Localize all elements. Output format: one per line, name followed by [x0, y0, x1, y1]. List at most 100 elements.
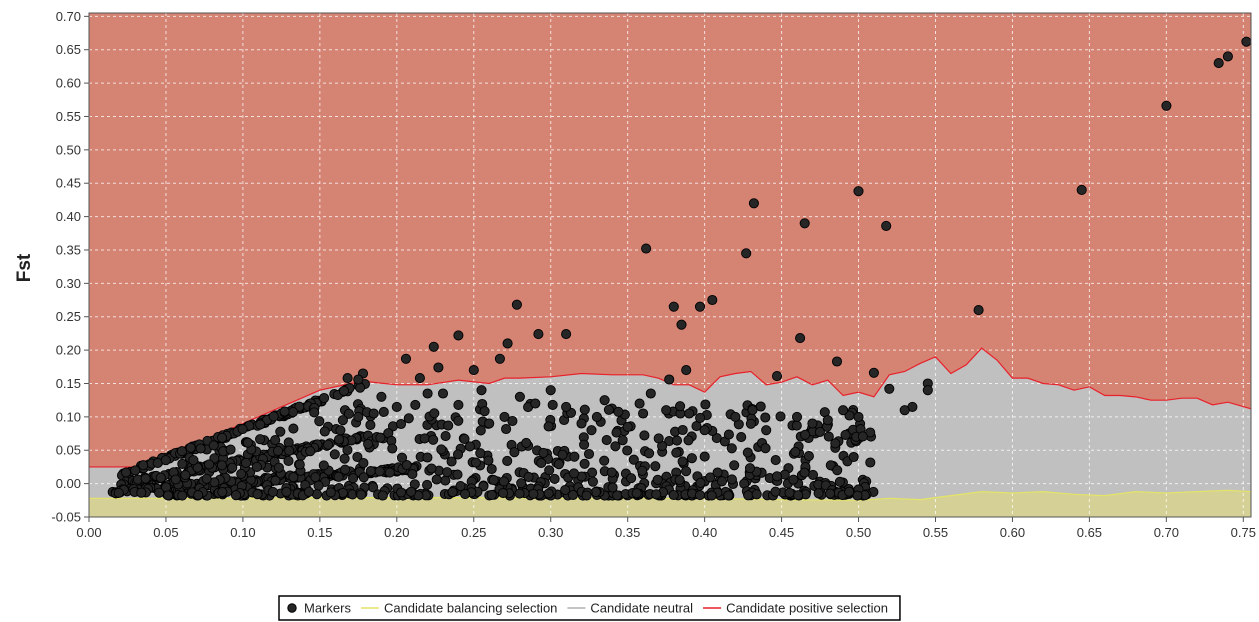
marker-point [650, 461, 661, 472]
marker-point [683, 435, 694, 446]
marker-point [177, 458, 188, 469]
marker-point [561, 329, 572, 340]
marker-point [396, 487, 407, 498]
marker-point [475, 448, 486, 459]
y-tick-label: 0.00 [56, 476, 81, 491]
marker-point [705, 472, 716, 483]
marker-point [674, 474, 685, 486]
marker-point [287, 407, 299, 418]
marker-point [644, 448, 655, 459]
marker-point [684, 408, 695, 419]
marker-point [521, 437, 532, 448]
plot-frame [88, 12, 1252, 518]
marker-point [853, 186, 864, 197]
marker-point [676, 319, 687, 330]
marker-point [549, 473, 560, 484]
marker-point [868, 367, 879, 378]
marker-point [436, 444, 447, 455]
marker-point [568, 468, 580, 479]
marker-point [138, 460, 149, 471]
marker-point [569, 451, 580, 462]
marker-point [729, 460, 740, 471]
marker-point [973, 305, 984, 316]
y-tick-label: 0.70 [56, 9, 81, 24]
marker-point [446, 456, 457, 467]
marker-point [579, 404, 590, 415]
marker-point [400, 353, 412, 364]
marker-point [800, 429, 811, 440]
marker-point [857, 431, 868, 442]
marker-point [468, 365, 479, 376]
marker-point [576, 418, 587, 429]
marker-point [799, 467, 810, 478]
marker-point [177, 490, 188, 501]
marker-point [631, 488, 642, 499]
legend-label: Candidate neutral [590, 601, 693, 616]
y-tick-label: 0.45 [56, 176, 81, 191]
x-tick-label: 0.40 [692, 525, 717, 540]
marker-point [579, 458, 590, 469]
marker-point [695, 477, 706, 488]
marker-point [686, 453, 697, 464]
x-tick-label: 0.35 [615, 525, 640, 540]
marker-point [281, 486, 292, 497]
marker-point [378, 406, 389, 417]
marker-point [242, 437, 253, 448]
marker-point [387, 443, 398, 454]
legend-label: Candidate balancing selection [384, 601, 557, 616]
marker-point [355, 382, 366, 393]
marker-point [622, 421, 633, 432]
legend-marker-symbol [287, 603, 297, 613]
x-tick-label: 0.45 [769, 525, 794, 540]
x-tick-label: 0.60 [1000, 525, 1025, 540]
marker-point [216, 460, 227, 471]
y-tick-label: 0.50 [56, 142, 81, 157]
marker-point [342, 444, 353, 456]
marker-point [560, 484, 571, 496]
marker-point [154, 487, 165, 498]
marker-point [579, 439, 590, 450]
marker-point [305, 446, 316, 457]
marker-point [793, 490, 804, 501]
marker-point [279, 406, 290, 417]
marker-point [433, 362, 444, 373]
marker-point [706, 490, 717, 501]
marker-point [486, 489, 497, 500]
marker-point [637, 465, 648, 476]
marker-point [484, 418, 495, 429]
marker-point [790, 446, 801, 457]
marker-point [333, 471, 344, 482]
marker-point [830, 438, 841, 449]
marker-point [396, 452, 408, 463]
marker-point [771, 471, 783, 482]
marker-point [363, 438, 374, 450]
marker-point [791, 411, 803, 422]
marker-point [340, 464, 351, 475]
marker-point [236, 468, 247, 479]
marker-point [760, 412, 771, 423]
marker-point [353, 411, 364, 422]
marker-point [726, 443, 737, 454]
marker-point [403, 413, 414, 424]
marker-point [193, 490, 204, 501]
positive-selection-line [89, 347, 1252, 468]
marker-point [391, 401, 402, 412]
marker-point [431, 474, 442, 485]
marker-point [470, 457, 481, 468]
marker-point [237, 424, 248, 435]
marker-point [694, 301, 706, 312]
marker-point [267, 486, 278, 497]
marker-point [814, 426, 825, 438]
marker-point [176, 446, 187, 457]
marker-point [840, 429, 851, 440]
marker-point [130, 465, 141, 476]
marker-point [217, 487, 228, 498]
marker-point [803, 451, 814, 462]
marker-point [460, 489, 471, 500]
marker-point [1213, 58, 1224, 69]
marker-point [358, 457, 369, 469]
marker-point [502, 455, 513, 466]
marker-point [353, 374, 364, 385]
marker-point [848, 451, 859, 463]
